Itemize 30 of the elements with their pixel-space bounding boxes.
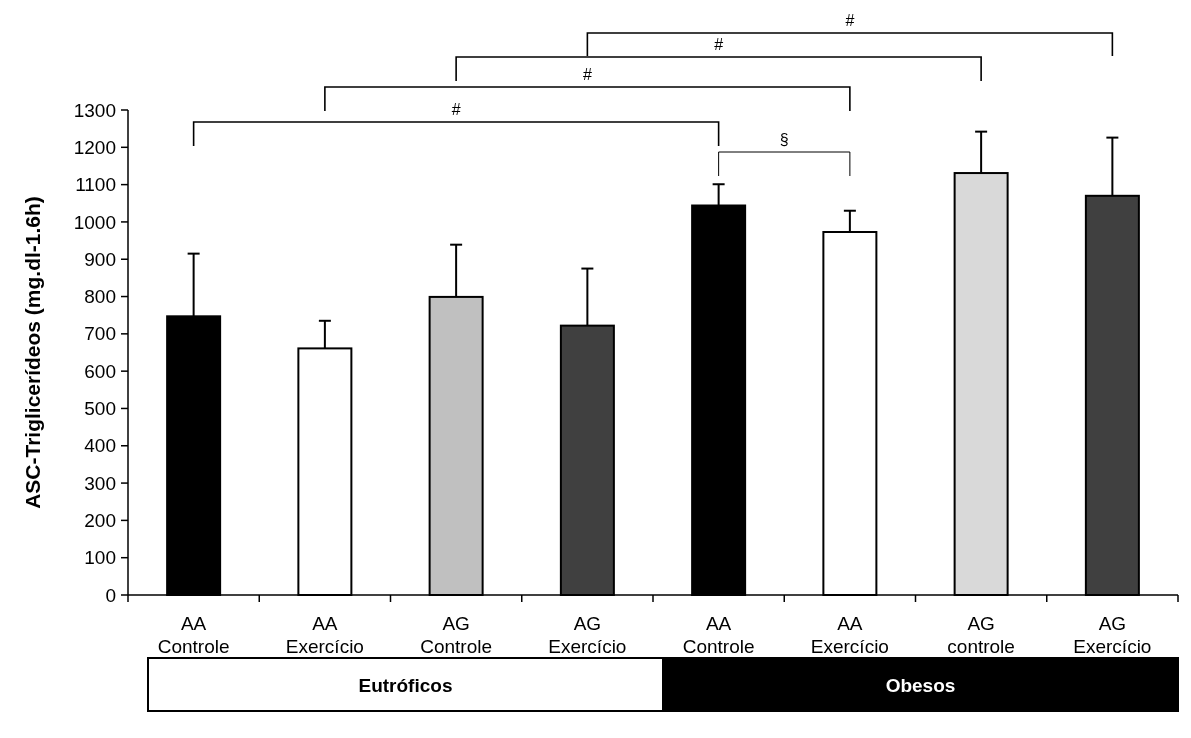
x-tick-label: AA Exercício xyxy=(285,613,364,657)
y-tick-label: 500 xyxy=(84,398,116,420)
y-axis-title: ASC-Triglicerídeos (mg.dl-1.6h) xyxy=(21,196,44,509)
text: # xyxy=(714,36,724,53)
x-tick-label: AA Exercício xyxy=(810,613,889,657)
y-tick-label: 600 xyxy=(84,360,116,382)
y-tick-label: 100 xyxy=(84,547,116,569)
text: Eutróficos xyxy=(358,675,453,696)
text: # xyxy=(582,66,592,83)
y-tick-label: 700 xyxy=(84,323,116,345)
x-tick-label: AG Exercício xyxy=(1073,613,1152,657)
x-tick-label: AA Controle xyxy=(682,613,755,657)
y-tick-label: 300 xyxy=(84,472,116,494)
y-tick-label: 400 xyxy=(84,435,116,457)
annotation: # xyxy=(451,101,461,118)
y-tick-label: 1000 xyxy=(73,211,116,233)
annotation: § xyxy=(779,131,789,148)
y-tick-label: 800 xyxy=(84,286,116,308)
y-tick-label: 1200 xyxy=(73,136,116,158)
y-tick-label: 1100 xyxy=(75,174,116,196)
x-tick-label: AG controle xyxy=(947,613,1015,657)
x-tick-label: AA Controle xyxy=(157,613,230,657)
text: Obesos xyxy=(885,675,956,696)
text: # xyxy=(845,12,855,29)
y-tick-label: 200 xyxy=(84,510,116,532)
x-tick-label: AG Exercício xyxy=(548,613,627,657)
y-tick-label: 900 xyxy=(84,248,116,270)
x-tick-label: AG Controle xyxy=(420,613,493,657)
y-tick-label: 1300 xyxy=(73,99,116,121)
y-tick-label: 0 xyxy=(105,584,116,606)
